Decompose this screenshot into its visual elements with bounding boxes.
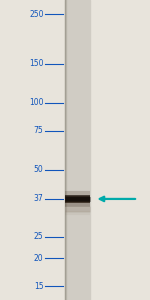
Text: 20: 20: [34, 254, 43, 263]
Text: 100: 100: [29, 98, 44, 107]
Bar: [64, 0, 90, 300]
Text: 37: 37: [34, 194, 44, 203]
Text: 150: 150: [29, 59, 44, 68]
Text: 25: 25: [34, 232, 43, 241]
Text: 75: 75: [34, 126, 44, 135]
Text: 50: 50: [34, 165, 44, 174]
Text: 15: 15: [34, 282, 43, 291]
Text: 250: 250: [29, 10, 44, 19]
